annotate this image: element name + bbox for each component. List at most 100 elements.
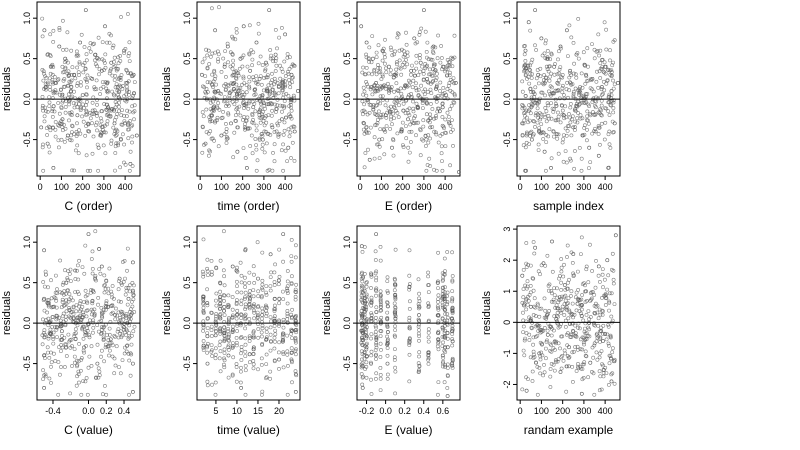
residual-point xyxy=(81,324,85,329)
residual-point xyxy=(611,359,616,364)
residual-point xyxy=(582,360,587,365)
residual-point xyxy=(256,335,261,340)
residual-point xyxy=(260,323,265,328)
residual-point xyxy=(566,356,571,360)
residual-point xyxy=(364,130,369,135)
residual-point xyxy=(84,103,88,108)
residual-point xyxy=(273,332,278,337)
residual-point xyxy=(573,72,578,77)
residual-point xyxy=(286,127,291,132)
residual-point xyxy=(610,350,615,355)
residual-point xyxy=(521,295,526,300)
residual-point xyxy=(385,324,390,329)
residual-point xyxy=(79,392,84,397)
residual-point xyxy=(562,283,567,287)
residual-point xyxy=(359,297,364,302)
residual-point xyxy=(603,71,608,76)
residual-point xyxy=(389,48,394,53)
residual-point xyxy=(60,92,65,97)
x-tick-label: 10 xyxy=(232,406,242,416)
residual-point xyxy=(97,369,102,374)
residual-point xyxy=(72,168,77,173)
residual-point xyxy=(124,114,129,119)
residual-point xyxy=(409,68,414,73)
residual-point xyxy=(119,15,123,19)
residual-point xyxy=(393,308,398,313)
residual-point xyxy=(247,334,252,339)
residual-point xyxy=(64,280,69,285)
residual-point xyxy=(449,118,454,123)
residual-point xyxy=(600,272,605,277)
residual-point xyxy=(289,96,294,101)
residual-point xyxy=(268,284,273,289)
residual-point xyxy=(434,132,439,137)
residual-point xyxy=(256,110,261,115)
residual-point xyxy=(428,136,432,141)
residual-point xyxy=(258,101,263,106)
residual-point xyxy=(273,93,278,97)
residual-point xyxy=(445,250,450,254)
residual-point xyxy=(549,52,554,57)
residual-point xyxy=(81,310,86,315)
residual-point xyxy=(428,102,433,106)
residual-point xyxy=(544,346,548,351)
residual-point xyxy=(433,68,438,73)
residual-point xyxy=(42,328,47,333)
residual-point xyxy=(416,277,421,282)
residual-point xyxy=(380,94,385,99)
residual-point xyxy=(117,104,121,109)
residual-point xyxy=(572,61,577,66)
residual-point xyxy=(201,345,206,350)
residual-point xyxy=(578,116,583,121)
residual-point xyxy=(226,103,231,108)
residual-point xyxy=(569,35,574,40)
residual-point xyxy=(289,125,294,130)
residual-point xyxy=(562,96,567,101)
residual-point xyxy=(524,388,529,393)
residual-point xyxy=(359,357,364,362)
residual-point xyxy=(544,168,548,173)
residual-point xyxy=(84,58,89,63)
residual-point xyxy=(603,106,608,111)
residual-point xyxy=(226,343,231,348)
residual-point xyxy=(282,128,287,133)
residual-point xyxy=(127,316,131,321)
residual-point xyxy=(94,87,99,92)
residual-point xyxy=(101,143,106,148)
residual-point xyxy=(364,307,369,312)
residual-point xyxy=(226,322,231,327)
residual-point xyxy=(260,313,265,317)
residual-point xyxy=(73,76,78,81)
residual-point xyxy=(258,94,263,99)
residual-point xyxy=(546,114,551,118)
residual-point xyxy=(544,140,549,145)
residual-point xyxy=(72,89,76,94)
residual-point xyxy=(396,89,401,93)
residual-point xyxy=(393,314,398,319)
residual-point xyxy=(542,78,546,82)
residual-point xyxy=(55,291,60,296)
residual-point xyxy=(561,274,566,279)
residual-point xyxy=(63,56,68,61)
residual-point xyxy=(539,329,544,334)
residual-point xyxy=(213,314,218,319)
residual-point xyxy=(102,337,106,342)
y-tick-label: 0.5 xyxy=(342,276,352,289)
residual-point xyxy=(268,332,273,337)
residual-point xyxy=(590,42,594,47)
residual-point xyxy=(359,283,364,288)
residual-point xyxy=(582,101,587,105)
residual-point xyxy=(272,130,277,134)
residual-point xyxy=(439,151,444,156)
residual-point xyxy=(407,273,412,278)
y-tick-label: 0.0 xyxy=(502,93,512,106)
plot-frame xyxy=(36,225,141,401)
residual-point xyxy=(531,335,536,340)
residual-point xyxy=(562,302,567,307)
residual-point xyxy=(205,269,210,274)
residual-point xyxy=(42,296,47,301)
residual-point xyxy=(420,101,425,106)
residual-point xyxy=(521,267,526,272)
residual-point xyxy=(243,126,248,131)
residual-point xyxy=(76,369,81,374)
